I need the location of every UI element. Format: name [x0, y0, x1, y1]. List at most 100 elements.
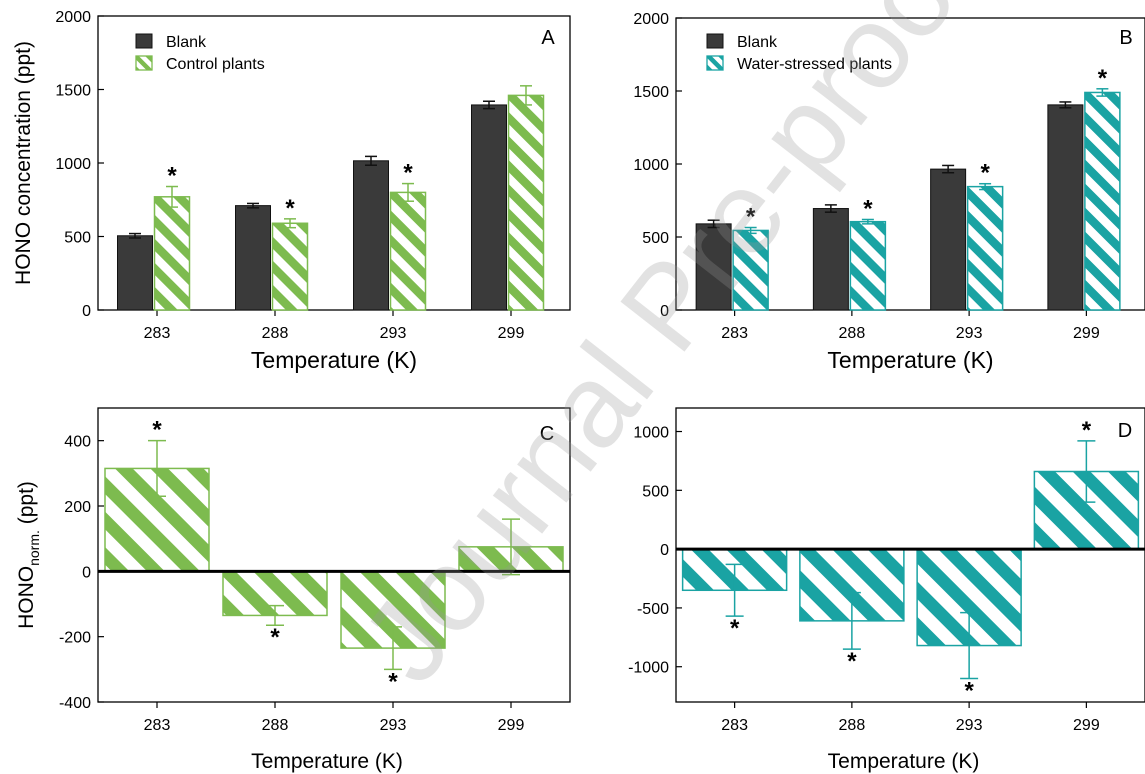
error-bar: [365, 155, 377, 166]
x-tick-label: 283: [144, 325, 171, 342]
x-tick-label: 293: [956, 717, 983, 734]
y-tick-label: -1000: [628, 660, 669, 677]
bar-plants-283: [732, 229, 769, 311]
error-bar: [960, 611, 979, 680]
y-tick-label: 0: [82, 564, 91, 581]
error-bar: [247, 202, 259, 209]
plot-frame: [97, 407, 571, 703]
error-bar: [148, 439, 166, 497]
error-bar: [942, 164, 955, 174]
x-axis-title: Temperature (K): [828, 750, 980, 773]
x-tick-label: 283: [721, 325, 748, 342]
chart-panel-b: 0 500 1000 1500 2000 283 288 293 299 Temperature …: [633, 11, 1145, 373]
x-tick-label: 299: [1073, 325, 1100, 342]
y-tick-label: -200: [59, 630, 91, 647]
legend-label: Blank: [737, 34, 778, 51]
panel-label: D: [1118, 420, 1132, 442]
bar-blank-288: [812, 208, 849, 311]
bar-plants-299: [1084, 91, 1121, 311]
panel-label: C: [540, 423, 554, 445]
error-bar: [402, 182, 414, 202]
x-tick-label: 283: [721, 717, 748, 734]
legend-swatch: [706, 33, 724, 49]
y-tick-label: 0: [660, 542, 669, 559]
significance-star: *: [863, 195, 873, 222]
error-bar: [166, 185, 178, 208]
legend-label: Control plants: [166, 56, 265, 73]
y-tick-label: 2000: [633, 11, 669, 28]
x-tick-label: 299: [498, 717, 525, 734]
error-bar: [384, 626, 402, 671]
panel-label: A: [541, 27, 555, 49]
significance-star: *: [152, 417, 162, 444]
y-tick-label: 0: [82, 303, 91, 320]
x-tick-label: 299: [1073, 717, 1100, 734]
plot-frame: [675, 407, 1145, 703]
bar-plants-293: [966, 185, 1004, 311]
y-tick-label: 500: [642, 483, 669, 500]
bar-plants-288: [271, 222, 309, 311]
bar-plants-299: [507, 94, 545, 311]
error-bar: [1096, 88, 1109, 97]
y-tick-label: 1500: [633, 84, 669, 101]
legend-swatch: [135, 33, 153, 49]
bar-plants-283: [153, 196, 191, 311]
y-axis-title-sub: norm.: [26, 530, 42, 566]
x-axis-title: Temperature (K): [827, 347, 993, 373]
chart-panel-a: 0 500 1000 1500 2000 283 288 293 299 Temperature …: [12, 9, 571, 373]
y-tick-label: -400: [59, 695, 91, 712]
x-tick-label: 288: [839, 717, 866, 734]
y-axis-title: HONO concentration (ppt): [12, 41, 35, 285]
significance-star: *: [270, 624, 280, 651]
y-tick-label: 200: [64, 499, 91, 516]
y-tick-label: 1500: [55, 83, 91, 100]
significance-star: *: [167, 163, 177, 190]
x-axis-title: Temperature (K): [251, 750, 403, 773]
bar-blank-293: [930, 168, 967, 311]
y-tick-label: 1000: [633, 157, 669, 174]
error-bar: [707, 219, 720, 229]
significance-star: *: [1098, 65, 1108, 92]
y-axis-title-unit: (ppt): [15, 481, 38, 530]
y-tick-label: 1000: [633, 425, 669, 442]
x-tick-label: 293: [380, 717, 407, 734]
x-axis-title: Temperature (K): [251, 347, 417, 373]
error-bar: [502, 518, 520, 576]
chart-panel-c: -400 -200 0 200 400 283 288 293 299 Temperature (…: [15, 407, 571, 773]
x-tick-label: 288: [262, 325, 289, 342]
error-bar: [520, 85, 532, 106]
bar-plants-293: [389, 191, 427, 311]
significance-star: *: [847, 648, 857, 675]
error-bar: [824, 204, 837, 213]
y-tick-label: 500: [642, 230, 669, 247]
panel-label: B: [1119, 27, 1132, 49]
error-bar: [1077, 440, 1096, 503]
bar-blank-283: [695, 223, 732, 311]
error-bar: [266, 604, 284, 626]
significance-star: *: [964, 677, 974, 704]
y-tick-label: 0: [660, 303, 669, 320]
x-tick-label: 288: [839, 325, 866, 342]
significance-star: *: [1082, 417, 1092, 444]
bar-blank-293: [353, 160, 389, 311]
y-tick-label: -500: [637, 601, 669, 618]
bar-blank-283: [117, 235, 153, 311]
significance-star: *: [388, 668, 398, 695]
significance-star: *: [285, 195, 295, 222]
error-bar: [725, 563, 744, 617]
x-tick-label: 299: [498, 325, 525, 342]
x-tick-label: 288: [262, 717, 289, 734]
legend-label: Water-stressed plants: [737, 56, 892, 73]
y-axis-title: HONOnorm. (ppt): [15, 481, 42, 629]
error-bar: [284, 218, 296, 229]
bar-blank-299: [1047, 104, 1084, 311]
error-bar: [744, 226, 757, 235]
error-bar: [129, 232, 141, 239]
significance-star: *: [980, 160, 990, 187]
chart-panel-d: -1000 -500 0 500 1000 283 288 293 299 Temperature…: [628, 407, 1145, 773]
error-bar: [1059, 101, 1072, 109]
error-bar: [861, 218, 874, 225]
error-bar: [483, 100, 495, 110]
error-bar: [979, 182, 992, 191]
